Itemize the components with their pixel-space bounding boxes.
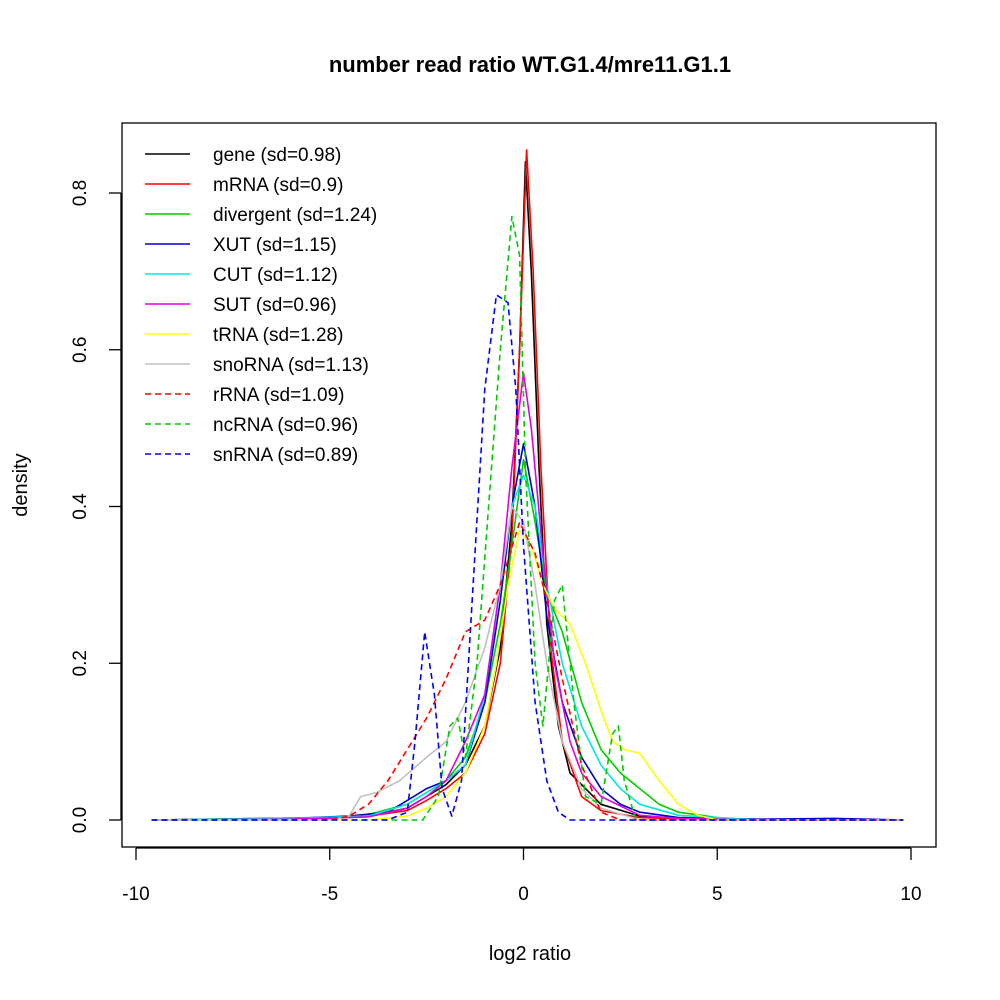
legend-label: rRNA (sd=1.09) [213, 385, 344, 406]
y-tick-label: 0.8 [70, 180, 91, 206]
series-line-4 [151, 474, 904, 821]
x-tick-label: -10 [122, 884, 149, 905]
legend-label: snoRNA (sd=1.13) [213, 355, 369, 376]
legend-label: SUT (sd=0.96) [213, 295, 337, 316]
y-axis: 0.0 0.2 0.4 0.6 0.8 [70, 180, 122, 833]
legend-label: mRNA (sd=0.9) [213, 175, 343, 196]
series-line-7 [151, 505, 904, 821]
y-tick-label: 0.0 [70, 807, 91, 833]
legend-label: snRNA (sd=0.89) [213, 445, 358, 466]
series-line-5 [151, 372, 904, 821]
series-line-8 [151, 521, 904, 821]
series-layer [151, 149, 904, 821]
legend-label: XUT (sd=1.15) [213, 235, 337, 256]
plot-frame [121, 122, 937, 848]
legend: gene (sd=0.98) mRNA (sd=0.9) divergent (sd… [145, 145, 377, 466]
series-line-6 [151, 529, 904, 821]
series-line-3 [151, 443, 904, 821]
series-line-9 [151, 215, 904, 821]
legend-label: CUT (sd=1.12) [213, 265, 338, 286]
x-tick-label: 0 [518, 884, 529, 905]
x-axis-label: log2 ratio [489, 943, 571, 965]
y-tick-label: 0.6 [70, 337, 91, 363]
y-tick-label: 0.4 [70, 493, 91, 520]
chart-title: number read ratio WT.G1.4/mre11.G1.1 [329, 52, 731, 77]
x-tick-label: 10 [900, 884, 921, 905]
y-tick-label: 0.2 [70, 650, 91, 676]
legend-label: ncRNA (sd=0.96) [213, 415, 358, 436]
legend-label: divergent (sd=1.24) [213, 205, 377, 226]
series-line-1 [151, 149, 904, 821]
legend-label: tRNA (sd=1.28) [213, 325, 343, 346]
x-tick-label: 5 [712, 884, 723, 905]
x-tick-label: -5 [321, 884, 338, 905]
legend-label: gene (sd=0.98) [213, 145, 341, 166]
x-axis: -10 -5 0 5 10 [122, 847, 922, 905]
y-axis-label: density [10, 453, 32, 516]
series-line-0 [151, 160, 904, 821]
